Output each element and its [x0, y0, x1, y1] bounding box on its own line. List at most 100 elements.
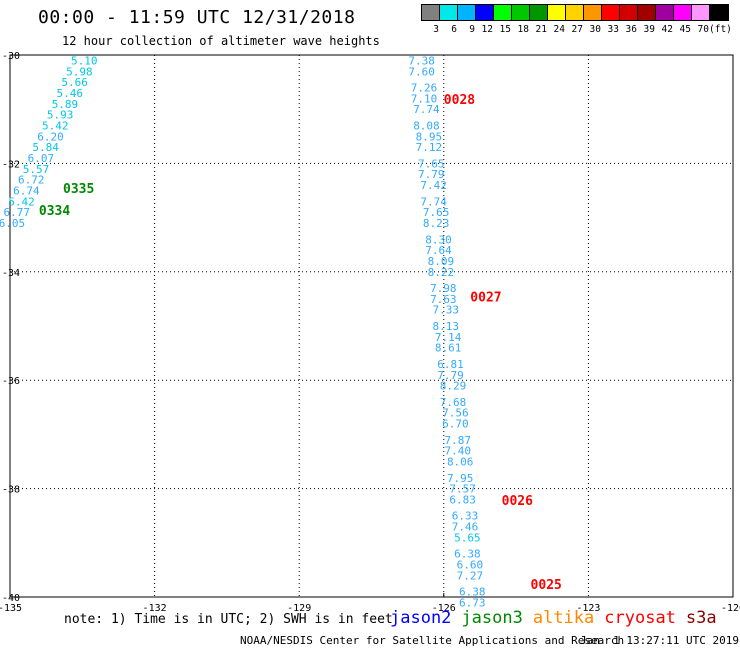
pass-label: 0025: [531, 578, 562, 593]
swh-value: 7.40: [445, 445, 472, 458]
swh-value: 8.13: [432, 320, 459, 333]
swh-value: 7.38: [408, 54, 435, 67]
swh-value: 7.57: [449, 483, 476, 496]
lat-tick-label: -40: [2, 593, 20, 604]
swh-value: 6.70: [442, 418, 469, 431]
swh-value: 7.27: [457, 569, 484, 582]
swh-value: 6.60: [457, 558, 484, 571]
colorbar-swatch: [674, 5, 692, 20]
colorbar-tick-label: 9: [469, 24, 475, 35]
swh-value: 6.73: [459, 596, 486, 609]
colorbar-tick-label: 36: [625, 24, 637, 35]
pass-label: 0026: [502, 494, 533, 509]
credit-text: NOAA/NESDIS Center for Satellite Applica…: [240, 634, 625, 647]
colorbar-swatch: [602, 5, 620, 20]
colorbar-swatch: [530, 5, 548, 20]
swh-value: 7.79: [418, 168, 445, 181]
lat-tick-label: -30: [2, 51, 20, 62]
swh-value: 7.33: [432, 304, 459, 317]
swh-value: 6.38: [459, 586, 486, 599]
swh-value: 5.98: [66, 65, 93, 78]
swh-value: 5.66: [61, 76, 88, 89]
colorbar-tick-label: 70: [697, 24, 709, 35]
colorbar-tick-labels: 3 6 9 12 15 18 21 24 27 30 33 36 39 42 45 70 (ft): [421, 24, 732, 35]
colorbar-swatch: [656, 5, 674, 20]
units-note: note: 1) Time is in UTC; 2) SWH is in fe…: [64, 612, 393, 627]
swh-value: 7.56: [442, 407, 469, 420]
lon-tick-label: -120: [721, 603, 740, 614]
swh-value: 5.89: [52, 98, 79, 111]
swh-value: 7.63: [430, 293, 457, 306]
swh-value: 8.22: [428, 266, 455, 279]
pass-label: 0028: [444, 93, 475, 108]
swh-value: 8.95: [416, 130, 443, 143]
swh-value: 8.29: [440, 380, 467, 393]
swh-value: 8.23: [423, 217, 450, 230]
swh-value: 6.72: [18, 174, 45, 187]
colorbar-tick-label: 15: [499, 24, 511, 35]
colorbar-tick-label: 30: [589, 24, 601, 35]
colorbar-swatch: [620, 5, 638, 20]
legend-altika: altika: [532, 608, 595, 628]
swh-value: 6.20: [37, 130, 64, 143]
colorbar-swatch: [476, 5, 494, 20]
swh-value: 6.74: [13, 185, 40, 198]
colorbar-tick-label: 18: [517, 24, 529, 35]
map-title: 00:00 - 11:59 UTC 12/31/2018: [38, 7, 356, 28]
pass-label: 0027: [470, 291, 501, 306]
swh-value: 7.74: [420, 195, 447, 208]
swh-value: 7.65: [418, 157, 445, 170]
swh-value: 7.64: [425, 244, 452, 257]
colorbar-swatch: [710, 5, 728, 20]
swh-value: 7.68: [440, 396, 467, 409]
colorbar-tick-label: 12: [481, 24, 493, 35]
swh-value: 5.46: [57, 87, 84, 100]
lat-tick-label: -36: [2, 376, 20, 387]
legend-cryosat: cryosat: [604, 608, 676, 628]
swh-value: 5.42: [8, 195, 35, 208]
pass-label: 0334: [39, 204, 70, 219]
swh-value: 5.42: [42, 119, 69, 132]
swh-value: 7.42: [420, 179, 447, 192]
colorbar-swatch: [494, 5, 512, 20]
swh-value: 5.84: [32, 141, 59, 154]
colorbar-swatches: [421, 4, 729, 21]
swh-value: 7.10: [411, 92, 438, 105]
colorbar-tick-label: 6: [451, 24, 457, 35]
lon-tick-label: -126: [432, 603, 456, 614]
colorbar-swatch: [440, 5, 458, 20]
colorbar-tick-label: 33: [607, 24, 619, 35]
colorbar-swatch: [548, 5, 566, 20]
colorbar-swatch: [692, 5, 710, 20]
map-subtitle: 12 hour collection of altimeter wave hei…: [62, 34, 380, 48]
swh-value: 6.77: [4, 206, 31, 219]
lon-tick-label: -135: [0, 603, 22, 614]
lon-tick-label: -123: [576, 603, 600, 614]
swh-value: 6.07: [28, 152, 55, 165]
legend-jason3: jason3: [461, 608, 523, 628]
swh-value: 7.74: [413, 103, 440, 116]
colorbar-swatch: [638, 5, 656, 20]
swh-value: 5.57: [23, 163, 50, 176]
colorbar-swatch: [584, 5, 602, 20]
lon-tick-label: -132: [143, 603, 167, 614]
colorbar-tick-label: 27: [571, 24, 583, 35]
swh-value: 7.60: [408, 65, 435, 78]
swh-value: 8.09: [428, 255, 455, 268]
lon-tick-label: -129: [287, 603, 311, 614]
pass-label: 0335: [63, 182, 94, 197]
swh-value: 5.10: [71, 54, 98, 67]
swh-value: 6.33: [452, 510, 479, 523]
swh-value: 7.95: [447, 472, 474, 485]
colorbar-swatch: [458, 5, 476, 20]
colorbar-tick-label: 24: [553, 24, 565, 35]
colorbar-tick-label: 42: [661, 24, 673, 35]
lat-tick-label: -34: [2, 268, 20, 279]
swh-value: 7.87: [445, 434, 472, 447]
lat-tick-label: -38: [2, 485, 20, 496]
satellite-legend: jason2 jason3 altika cryosat s3a: [390, 608, 727, 628]
swh-colorbar: 3 6 9 12 15 18 21 24 27 30 33 36 39 42 45 70 (ft): [421, 4, 732, 35]
colorbar-swatch: [566, 5, 584, 20]
colorbar-tick-label: 39: [643, 24, 655, 35]
